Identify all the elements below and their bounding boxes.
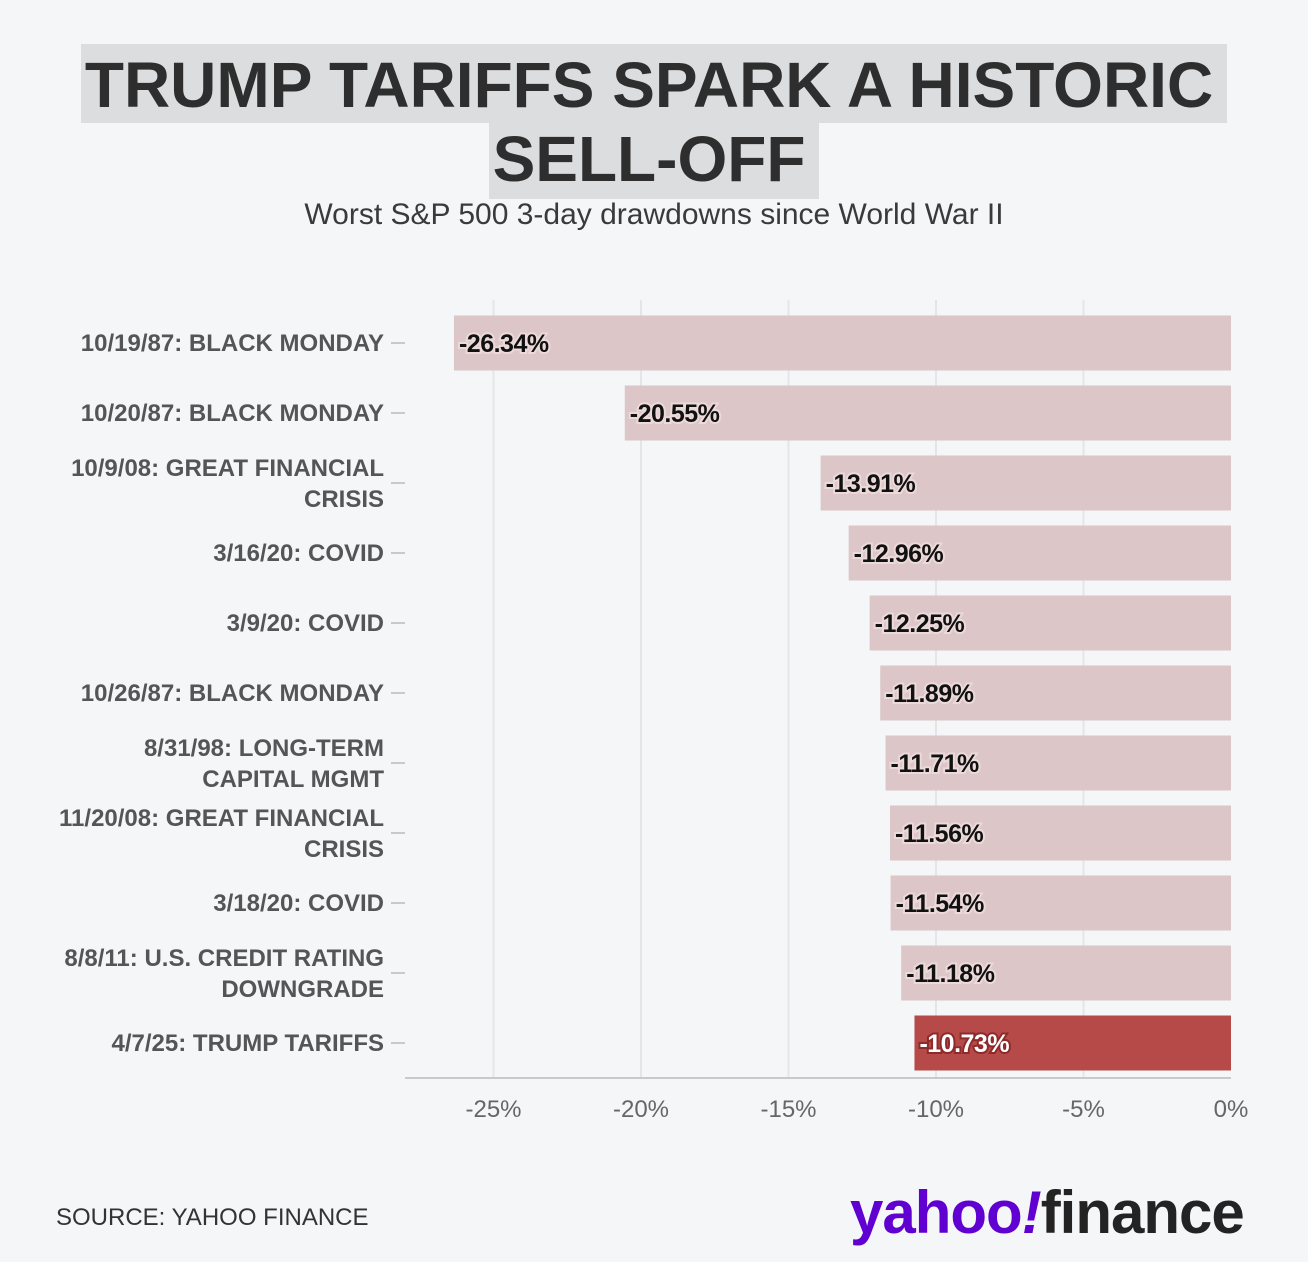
bar [624, 385, 1231, 441]
value-label: -11.18% [906, 960, 995, 988]
bar [889, 805, 1231, 861]
category-label: 11/20/08: GREAT FINANCIAL CRISIS [59, 805, 384, 863]
x-tick-label: -15% [760, 1096, 816, 1123]
logo-yahoo: yahoo [850, 1179, 1023, 1246]
category-label: 10/19/87: BLACK MONDAY [81, 330, 384, 357]
category-label: 8/8/11: U.S. CREDIT RATING DOWNGRADE [64, 945, 384, 1003]
category-label: 10/26/87: BLACK MONDAY [81, 680, 384, 707]
x-tick-label: -10% [908, 1096, 964, 1123]
logo-bang: ! [1021, 1179, 1042, 1246]
value-label: -12.25% [875, 610, 965, 638]
value-label: -13.91% [826, 470, 916, 498]
value-label: -11.89% [885, 680, 974, 708]
category-label: 4/7/25: TRUMP TARIFFS [112, 1030, 384, 1057]
title-line-1: TRUMP TARIFFS SPARK A HISTORIC [80, 44, 1228, 123]
yahoo-finance-logo: yahoo!finance [850, 1178, 1245, 1248]
x-tick-label: 0% [1214, 1096, 1249, 1123]
category-label: 8/31/98: LONG-TERM CAPITAL MGMT [144, 735, 384, 793]
bar [848, 525, 1231, 581]
value-label: -20.55% [630, 400, 720, 428]
bar [869, 595, 1231, 651]
bar [901, 945, 1231, 1001]
logo-finance: finance [1040, 1179, 1245, 1246]
category-label: 10/9/08: GREAT FINANCIAL CRISIS [71, 455, 384, 513]
x-tick-label: -20% [613, 1096, 669, 1123]
x-tick-label: -5% [1062, 1096, 1105, 1123]
x-tick-label: -25% [465, 1096, 521, 1123]
value-label: -11.71% [891, 750, 980, 778]
category-label: 3/9/20: COVID [227, 610, 384, 637]
value-label: -11.56% [895, 820, 984, 848]
chart-subtitle: Worst S&P 500 3-day drawdowns since Worl… [304, 198, 1004, 231]
source-note: SOURCE: YAHOO FINANCE [56, 1204, 369, 1231]
value-label: -10.73% [919, 1030, 1009, 1058]
bar [885, 735, 1231, 791]
bar [820, 455, 1231, 511]
bar [880, 665, 1231, 721]
value-label: -11.54% [896, 890, 985, 918]
bar [914, 1015, 1231, 1071]
chart-title: TRUMP TARIFFS SPARK A HISTORIC SELL-OFF [0, 44, 1308, 199]
bar-chart: 10/19/87: BLACK MONDAY 10/20/87: BLACK MO… [59, 300, 1249, 1123]
bar [890, 875, 1231, 931]
category-label: 3/16/20: COVID [213, 540, 384, 567]
title-line-2: SELL-OFF [488, 123, 820, 199]
bar [453, 315, 1232, 371]
category-label: 3/18/20: COVID [213, 890, 384, 917]
category-label: 10/20/87: BLACK MONDAY [81, 400, 384, 427]
value-label: -12.96% [854, 540, 944, 568]
value-label: -26.34% [459, 330, 549, 358]
